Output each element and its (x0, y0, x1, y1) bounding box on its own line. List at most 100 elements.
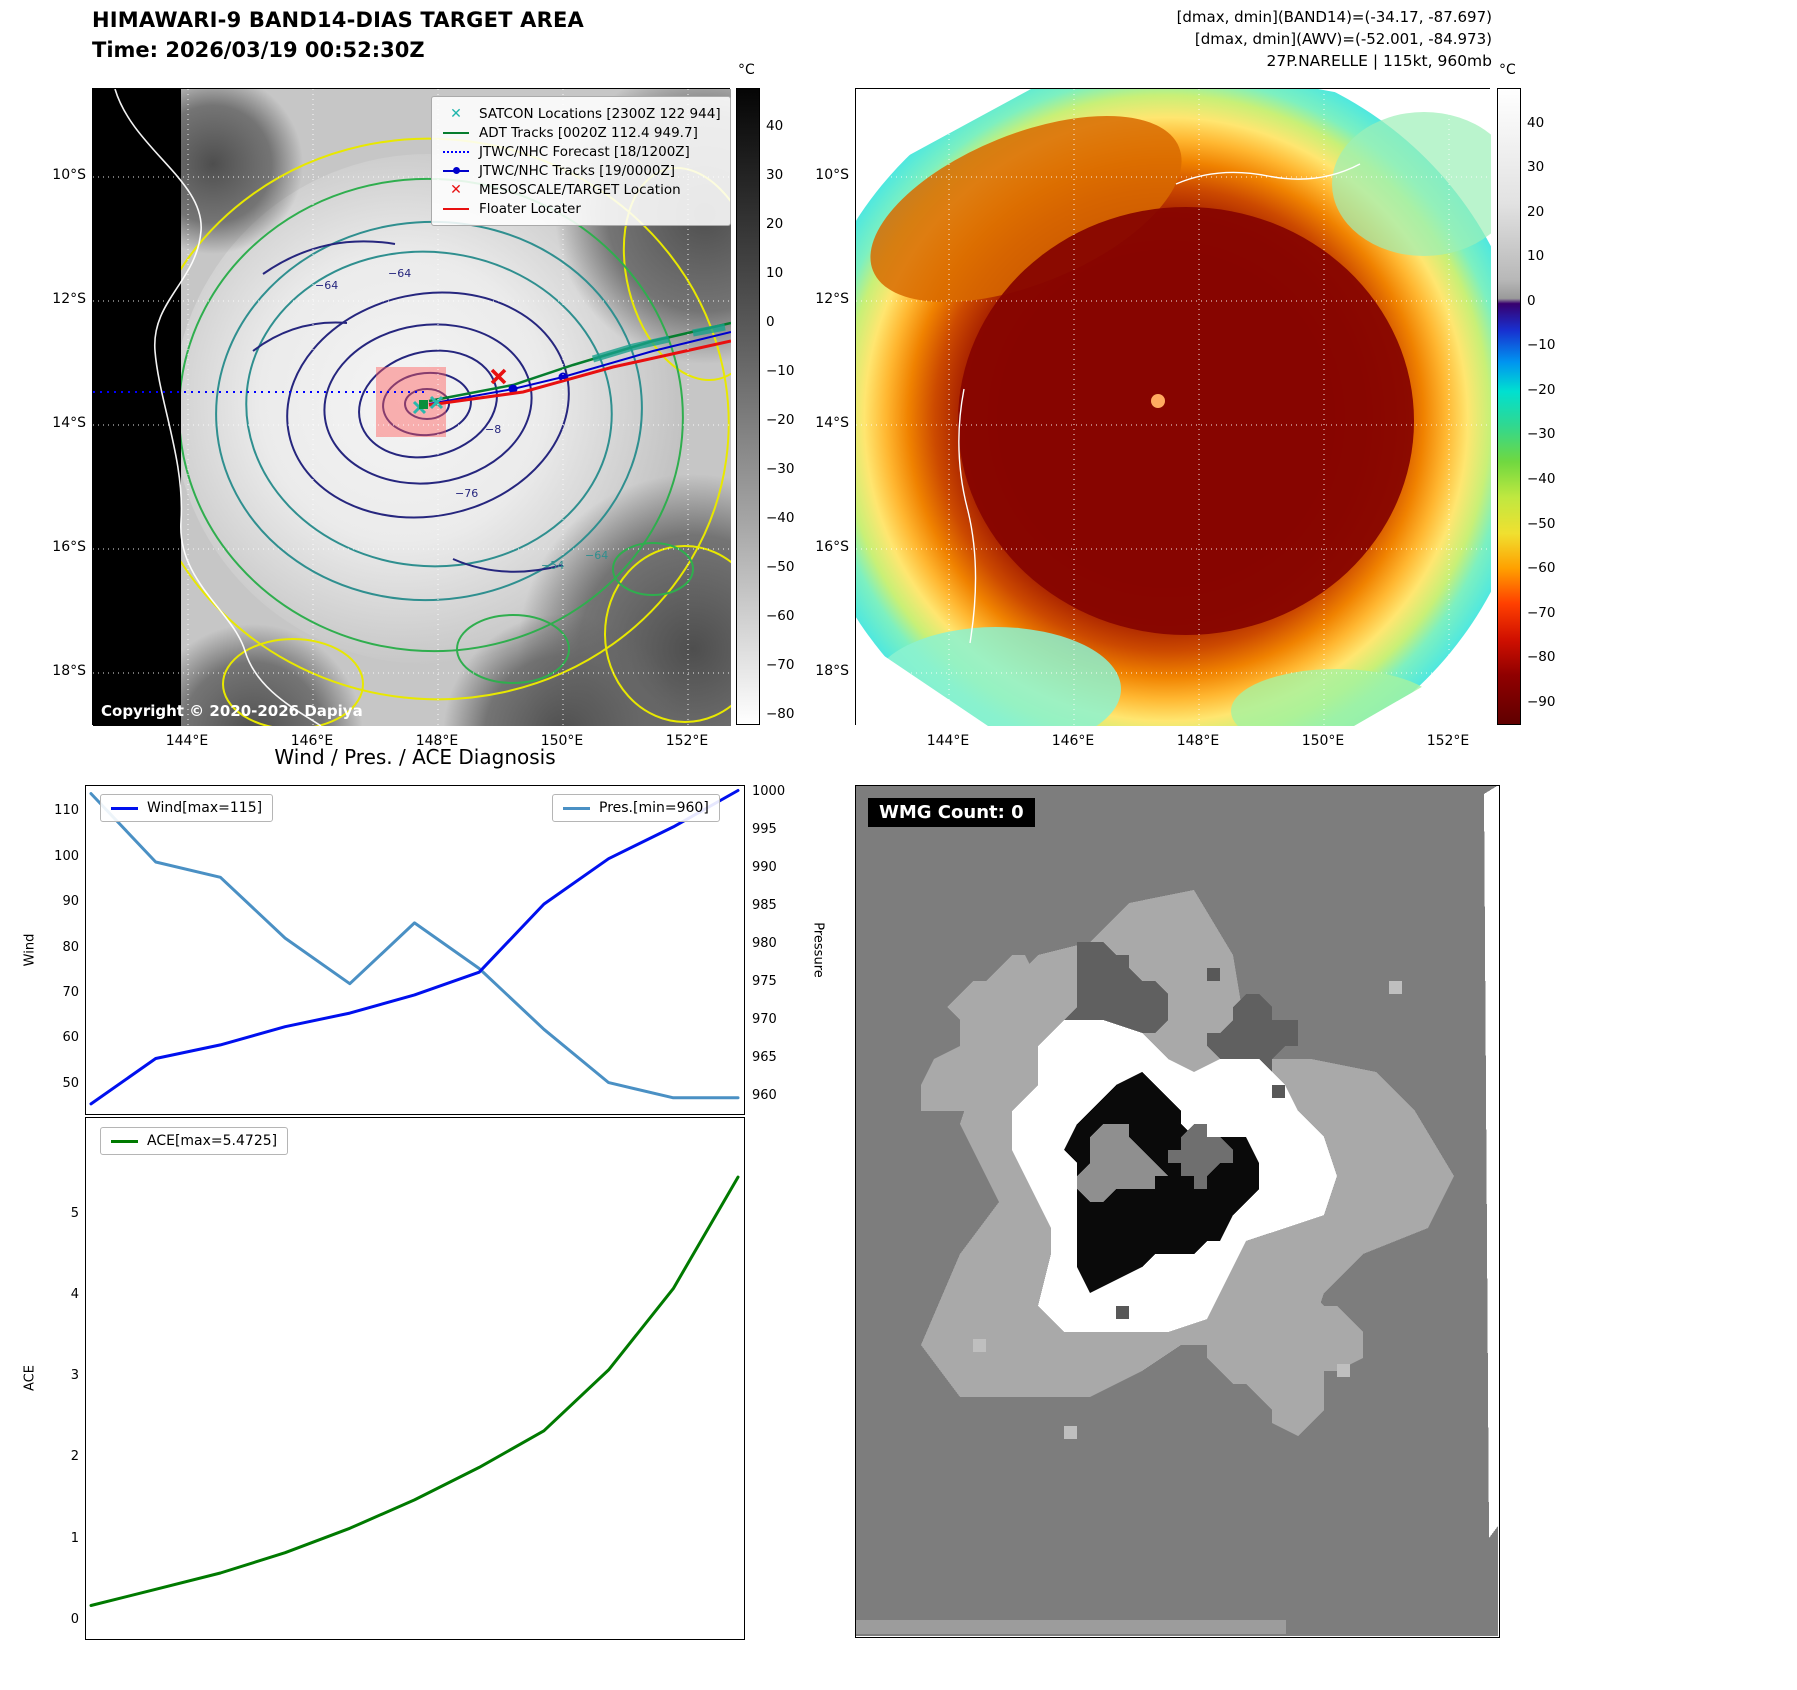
lon-tick-label: 146°E (1051, 733, 1095, 749)
lon-tick-label: 144°E (165, 733, 209, 749)
wmg-image (856, 786, 1498, 1636)
panel2-header: [dmax, dmin](BAND14)=(-34.17, -87.697) [… (1177, 6, 1492, 72)
lat-tick-label: 18°S (815, 663, 849, 679)
contour-label: −54 (541, 559, 564, 572)
legend-label: JTWC/NHC Tracks [19/0000Z] (479, 162, 676, 179)
wind-tick-label: 70 (62, 984, 79, 1000)
lon-tick-label: 150°E (540, 733, 584, 749)
coastline (114, 89, 322, 726)
colorbar-tick-label: −20 (1527, 381, 1556, 398)
jtwc-line-dot-icon (441, 167, 471, 174)
wind-pressure-chart (85, 785, 745, 1115)
enhanced-ir-panel (855, 88, 1491, 726)
wind-tick-label: 90 (62, 894, 79, 910)
diagnosis-title: Wind / Pres. / ACE Diagnosis (274, 745, 556, 769)
lon-tick-label: 150°E (1301, 733, 1345, 749)
wind-tick-label: 80 (62, 939, 79, 955)
adt-current-marker (419, 400, 428, 409)
lat-tick-label: 10°S (815, 167, 849, 183)
forecast-dotted-line-icon (441, 150, 471, 153)
contour-label: −64 (585, 549, 608, 562)
pressure-tick-label: 975 (752, 973, 777, 989)
enhanced-colorbar (1497, 88, 1521, 725)
adt-track-line (428, 321, 731, 403)
lat-tick-label: 12°S (815, 291, 849, 307)
jtwc-track-point (508, 384, 518, 394)
lon-tick-label: 148°E (1176, 733, 1220, 749)
mesoscale-x-icon: ✕ (450, 181, 462, 198)
floater-line-icon (441, 207, 471, 210)
colorbar-tick-label: −10 (766, 363, 795, 380)
colorbar-unit: °C (738, 62, 755, 78)
legend-item: ✕ SATCON Locations [2300Z 122 944] (441, 104, 721, 123)
lat-tick-label: 12°S (52, 291, 86, 307)
colorbar-unit: °C (1499, 62, 1516, 78)
colorbar-tick-label: 0 (766, 314, 775, 331)
colorbar-tick-label: 10 (1527, 248, 1545, 265)
colorbar-tick-label: −70 (1527, 604, 1556, 621)
wmg-edge-sliver (1484, 786, 1498, 1538)
pressure-tick-label: 970 (752, 1011, 777, 1027)
legend-item: ADT Tracks [0020Z 112.4 949.7] (441, 123, 721, 142)
lat-tick-label: 18°S (52, 663, 86, 679)
lon-tick-label: 152°E (665, 733, 709, 749)
pressure-legend: Pres.[min=960] (552, 794, 720, 822)
wmg-blob (1077, 1124, 1168, 1202)
legend-label: MESOSCALE/TARGET Location (479, 181, 681, 198)
colorbar-tick-label: −90 (1527, 693, 1556, 710)
colorbar-tick-label: −40 (1527, 471, 1556, 487)
colorbar-tick-label: −80 (766, 706, 795, 723)
legend-label: Floater Locater (479, 200, 581, 217)
wmg-count-badge: WMG Count: 0 (868, 798, 1035, 827)
colorbar-tick-label: −80 (1527, 649, 1556, 666)
wmg-panel (855, 785, 1500, 1638)
colorbar-tick-label: −10 (1527, 337, 1556, 354)
wmg-blob (1168, 1124, 1233, 1189)
data-line (89, 792, 740, 1100)
pressure-tick-label: 965 (752, 1049, 777, 1065)
wmg-pixel (1272, 1085, 1285, 1098)
ace-axis-label: ACE (22, 1365, 38, 1391)
wind-tick-label: 50 (62, 1075, 79, 1091)
colorbar-tick-label: 20 (766, 216, 784, 233)
wmg-pixel (1337, 1364, 1350, 1377)
satcon-x-icon: ✕ (450, 105, 462, 122)
pressure-tick-label: 985 (752, 897, 777, 913)
colorbar-tick-label: −20 (766, 412, 795, 429)
legend-item: ✕ MESOSCALE/TARGET Location (441, 180, 721, 199)
ace-line-icon (111, 1139, 138, 1143)
wmg-pixel (1389, 981, 1402, 994)
lon-tick-label: 152°E (1426, 733, 1470, 749)
contour-label: −64 (315, 279, 338, 292)
wmg-bottom-strip (856, 1620, 1286, 1634)
wind-legend: Wind[max=115] (100, 794, 274, 822)
map-legend: ✕ SATCON Locations [2300Z 122 944] ADT Tr… (431, 96, 731, 226)
storm-info-text: 27P.NARELLE | 115kt, 960mb (1266, 52, 1493, 70)
pressure-axis-label: Pressure (810, 922, 826, 978)
ace-tick-label: 1 (70, 1530, 79, 1546)
colorbar-tick-label: 30 (1527, 159, 1545, 176)
lon-tick-label: 144°E (926, 733, 970, 749)
colorbar-tick-label: 20 (1527, 203, 1545, 220)
pressure-tick-label: 990 (752, 859, 777, 875)
ace-tick-label: 5 (70, 1205, 79, 1221)
legend-item: JTWC/NHC Tracks [19/0000Z] (441, 161, 721, 180)
panel1-time: Time: 2026/03/19 00:52:30Z (92, 38, 425, 62)
wmg-pixel (1116, 1306, 1129, 1319)
contour-label: −76 (455, 487, 478, 500)
lat-tick-label: 14°S (52, 415, 86, 431)
coastline (1175, 163, 1361, 185)
pressure-tick-label: 995 (752, 821, 777, 837)
data-line (89, 789, 740, 1106)
colorbar-tick-label: −60 (766, 608, 795, 625)
panel1-title: HIMAWARI-9 BAND14-DIAS TARGET AREA (92, 8, 584, 32)
band14-colorbar (736, 88, 760, 725)
mesoscale-x-marker (490, 368, 507, 385)
dmax-awv-text: [dmax, dmin](AWV)=(-52.001, -84.973) (1194, 30, 1492, 48)
ace-tick-label: 4 (70, 1286, 79, 1302)
colorbar-tick-label: −60 (1527, 560, 1556, 577)
adt-track-segment (692, 323, 726, 337)
coastline (958, 388, 977, 644)
lat-tick-label: 16°S (815, 539, 849, 555)
pressure-line-icon (563, 806, 590, 810)
